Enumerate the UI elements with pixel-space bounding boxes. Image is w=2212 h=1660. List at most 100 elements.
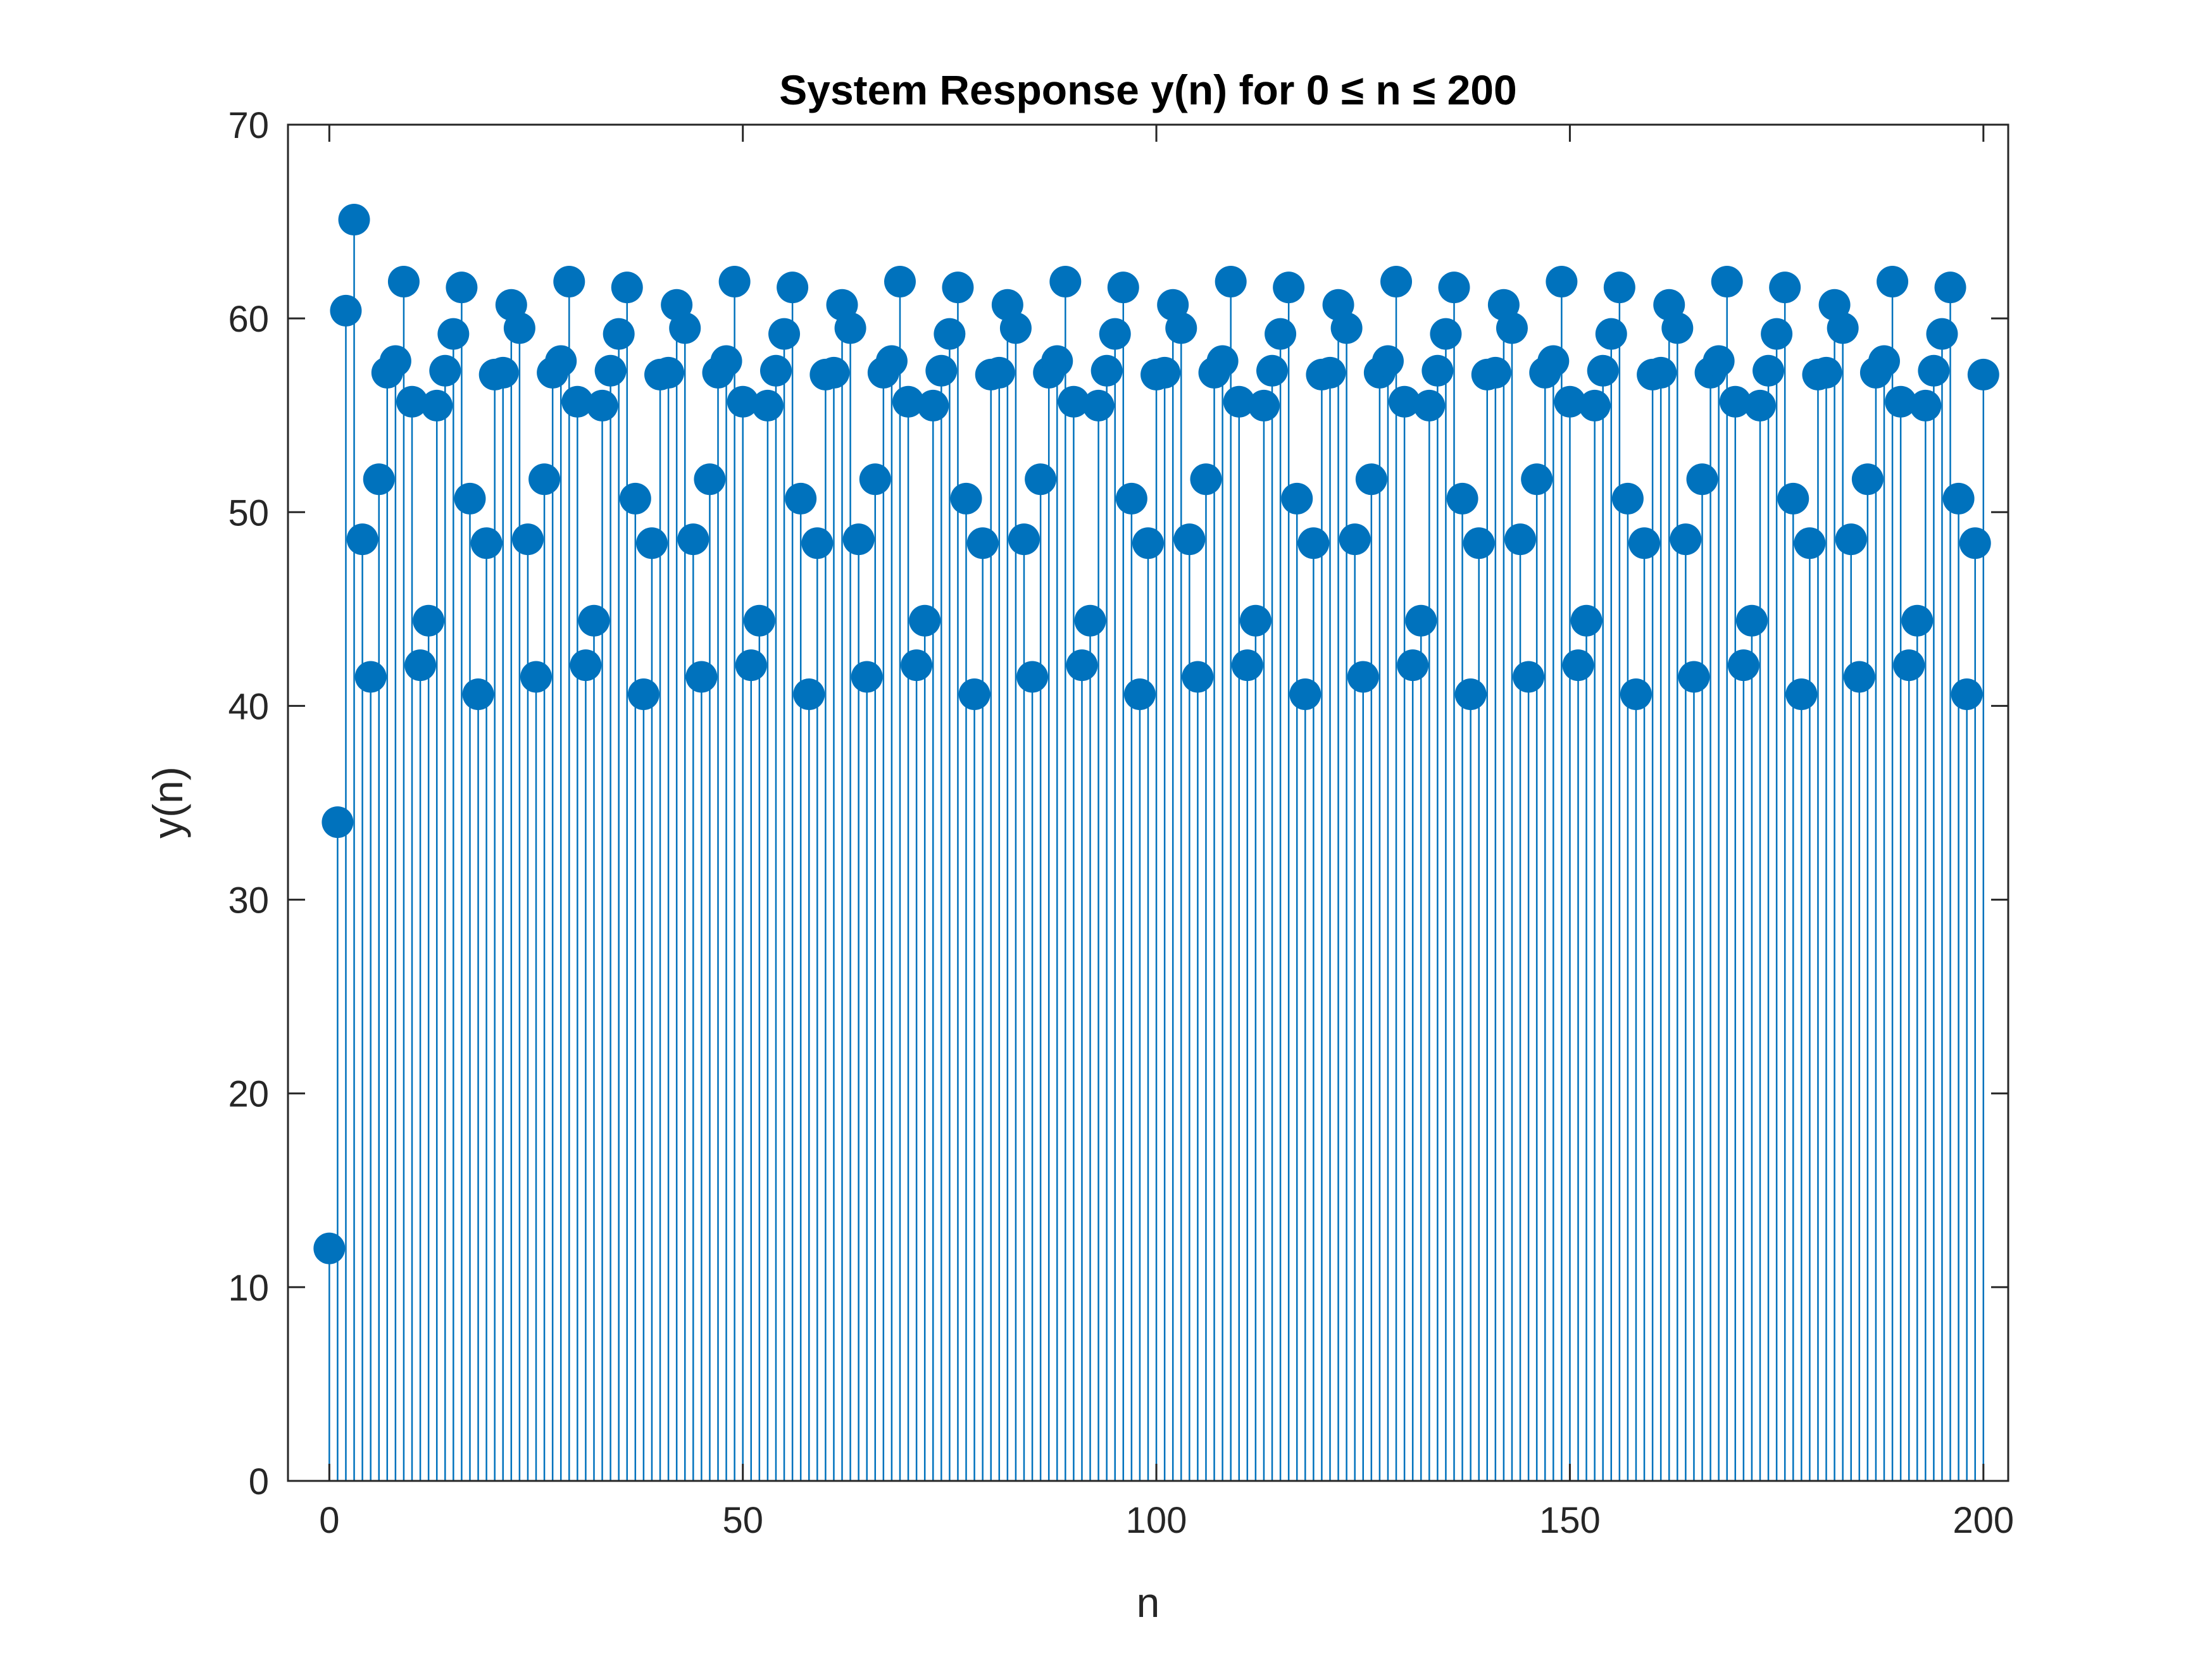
data-point	[1719, 385, 1751, 418]
data-point	[1951, 678, 1983, 711]
data-point	[718, 265, 751, 297]
data-point	[1256, 354, 1289, 387]
data-point	[653, 356, 685, 389]
data-point	[1265, 318, 1297, 350]
data-point	[603, 318, 635, 350]
data-point	[1231, 649, 1263, 682]
x-tick-label: 150	[1539, 1500, 1601, 1541]
x-tick-label: 50	[722, 1500, 763, 1541]
x-axis-label: n	[1137, 1579, 1160, 1626]
data-point	[1123, 678, 1156, 711]
data-point	[1463, 527, 1495, 559]
data-point	[958, 678, 990, 711]
data-point	[1281, 482, 1313, 515]
data-point	[1380, 265, 1413, 297]
data-point	[1587, 354, 1619, 387]
data-point	[694, 463, 726, 496]
data-point	[669, 312, 701, 344]
y-tick-label: 10	[228, 1268, 269, 1309]
data-point	[1777, 482, 1809, 515]
y-tick-label: 20	[228, 1074, 269, 1115]
y-tick-label: 30	[228, 880, 269, 921]
data-point	[950, 482, 982, 515]
data-point	[1058, 385, 1090, 418]
data-point	[1422, 354, 1454, 387]
data-point	[1496, 312, 1528, 344]
data-point	[1926, 318, 1958, 350]
data-point	[611, 271, 643, 304]
stem-markers	[313, 204, 1999, 1264]
data-point	[594, 354, 627, 387]
data-point	[1273, 271, 1305, 304]
data-point	[553, 265, 585, 297]
data-point	[1107, 271, 1139, 304]
data-point	[1479, 356, 1511, 389]
data-point	[1041, 345, 1073, 377]
data-point	[437, 318, 470, 350]
data-point	[1182, 661, 1214, 693]
data-point	[1562, 649, 1594, 682]
data-point	[635, 527, 668, 559]
data-point	[396, 385, 428, 418]
data-point	[1049, 265, 1082, 297]
data-point	[884, 265, 916, 297]
data-point	[1570, 604, 1603, 637]
y-axis-label: y(n)	[144, 766, 191, 839]
data-point	[379, 345, 411, 377]
data-point	[1959, 527, 1991, 559]
data-point	[1578, 389, 1611, 421]
x-tick-label: 100	[1126, 1500, 1187, 1541]
data-point	[1785, 678, 1818, 711]
chart-title: System Response y(n) for 0 ≤ n ≤ 200	[779, 66, 1516, 113]
data-point	[421, 389, 453, 421]
data-point	[1297, 527, 1330, 559]
data-point	[1074, 604, 1106, 637]
data-point	[1877, 265, 1909, 297]
data-point	[710, 345, 742, 377]
data-point	[570, 649, 602, 682]
data-point	[1893, 649, 1925, 682]
data-point	[743, 604, 775, 637]
data-point	[330, 294, 362, 327]
data-point	[1794, 527, 1826, 559]
x-tick-label: 200	[1953, 1500, 2014, 1541]
data-point	[1827, 312, 1859, 344]
data-point	[1190, 463, 1222, 496]
data-point	[777, 271, 809, 304]
data-point	[1868, 345, 1900, 377]
data-point	[413, 604, 445, 637]
data-point	[768, 318, 801, 350]
data-point	[446, 271, 478, 304]
data-point	[1810, 356, 1842, 389]
data-point	[1942, 482, 1975, 515]
data-point	[1149, 356, 1181, 389]
data-point	[1206, 345, 1239, 377]
data-point	[1025, 463, 1057, 496]
data-point	[1066, 649, 1098, 682]
data-point	[1901, 604, 1934, 637]
data-point	[1711, 265, 1743, 297]
data-point	[1918, 354, 1950, 387]
data-point	[1727, 649, 1759, 682]
data-point	[801, 527, 834, 559]
data-point	[685, 661, 718, 693]
data-point	[842, 523, 875, 556]
data-point	[470, 527, 503, 559]
data-point	[1686, 463, 1718, 496]
data-point	[1215, 265, 1247, 297]
data-point	[1670, 523, 1702, 556]
data-point	[751, 389, 784, 421]
data-point	[627, 678, 659, 711]
data-point	[1851, 463, 1884, 496]
data-point	[1703, 345, 1735, 377]
data-point	[892, 385, 925, 418]
data-point	[1099, 318, 1131, 350]
data-point	[1678, 661, 1710, 693]
data-point	[1289, 678, 1322, 711]
data-point	[1372, 345, 1404, 377]
data-point	[313, 1232, 346, 1264]
data-point	[1835, 523, 1867, 556]
data-point	[759, 354, 792, 387]
data-point	[586, 389, 618, 421]
data-point	[1413, 389, 1446, 421]
